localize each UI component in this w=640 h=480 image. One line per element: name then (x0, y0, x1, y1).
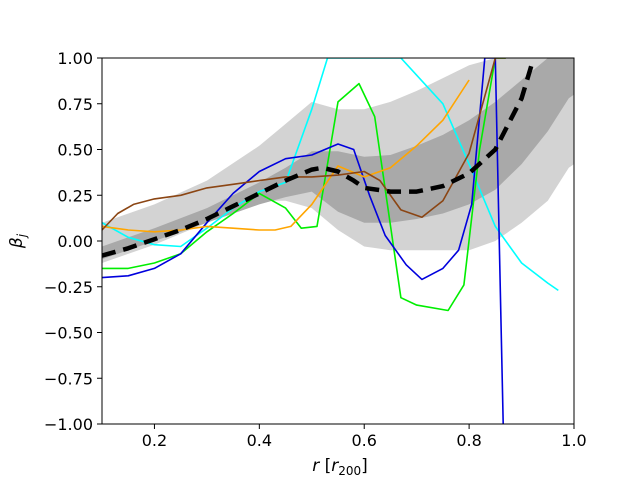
x-tick-label: 0.2 (142, 431, 167, 450)
y-tick-label: 1.00 (57, 49, 93, 68)
x-axis-label-unit: r (331, 456, 339, 476)
series-line-cyan (102, 58, 559, 292)
x-axis-label-bracket-open: [ (319, 456, 331, 476)
x-tick-label: 0.4 (247, 431, 272, 450)
y-tick-label: 0.25 (57, 186, 93, 205)
x-axis-label-bracket-close: ] (361, 456, 368, 476)
y-tick-label: −1.00 (44, 415, 93, 434)
y-tick-label: 0.75 (57, 95, 93, 114)
y-tick-label: −0.50 (44, 324, 93, 343)
y-tick-label: −0.25 (44, 278, 93, 297)
x-axis-label-unit-sub: 200 (338, 464, 361, 478)
y-tick-label: 0.00 (57, 232, 93, 251)
y-axis-label: βj (7, 233, 29, 249)
series-line-median (102, 62, 535, 258)
y-axis-label-main: β (7, 237, 27, 249)
series-group (102, 58, 559, 424)
y-tick-label: −0.75 (44, 369, 93, 388)
x-axis: 0.2 0.4 0.6 0.8 1.0 (142, 424, 587, 450)
x-tick-label: 1.0 (561, 431, 586, 450)
series-line-green (102, 58, 506, 312)
x-tick-label: 0.8 (456, 431, 481, 450)
series-line-blue (102, 58, 504, 424)
y-axis: −1.00 −0.75 −0.50 −0.25 0.00 0.25 0.50 0.75 1.00 (44, 49, 102, 434)
x-axis-label-main: r (312, 456, 320, 476)
y-axis-label-sub: j (15, 233, 29, 239)
y-tick-label: 0.50 (57, 141, 93, 160)
x-axis-label: r [r200] (312, 456, 368, 478)
series-line-brown (102, 58, 506, 231)
series-line-orange (102, 79, 470, 233)
x-tick-label: 0.6 (351, 431, 376, 450)
